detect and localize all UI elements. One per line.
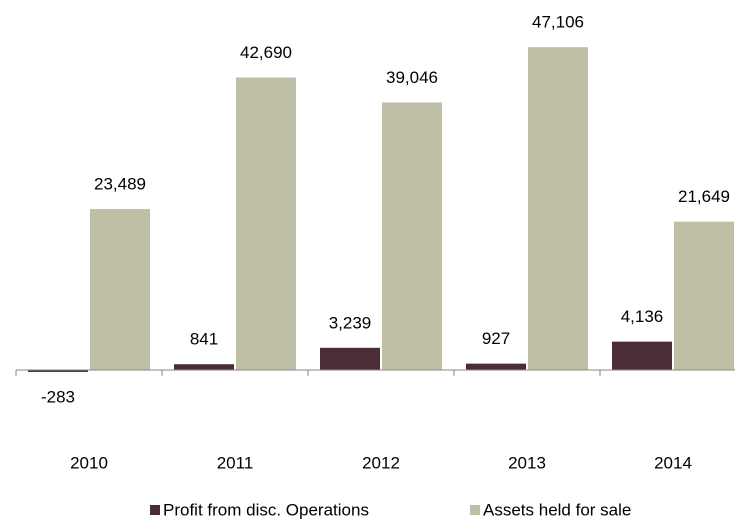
- bar: [90, 209, 150, 370]
- data-label: 42,690: [240, 43, 292, 62]
- legend-swatch: [150, 505, 160, 515]
- bar: [612, 341, 672, 370]
- data-label: 39,046: [386, 68, 438, 87]
- bar: [466, 363, 526, 370]
- x-tick-label: 2013: [508, 453, 546, 472]
- bar: [320, 347, 380, 370]
- data-label: 4,136: [621, 307, 664, 326]
- data-label: -283: [41, 387, 75, 406]
- data-label: 3,239: [329, 313, 372, 332]
- x-tick-label: 2012: [362, 453, 400, 472]
- bar: [382, 102, 442, 371]
- x-tick-label: 2011: [217, 453, 254, 472]
- bar: [174, 364, 234, 370]
- legend-label: Profit from disc. Operations: [163, 500, 369, 519]
- legend-label: Assets held for sale: [483, 500, 631, 519]
- x-tick-label: 2010: [70, 453, 108, 472]
- bar: [28, 370, 88, 372]
- data-label: 21,649: [678, 187, 730, 206]
- bar: [674, 221, 734, 370]
- data-label: 927: [482, 329, 510, 348]
- legend-swatch: [470, 505, 480, 515]
- bar: [236, 77, 296, 370]
- data-label: 841: [190, 330, 218, 349]
- data-label: 23,489: [94, 175, 146, 194]
- x-tick-label: 2014: [654, 453, 692, 472]
- bar: [528, 47, 588, 371]
- data-label: 47,106: [532, 13, 584, 32]
